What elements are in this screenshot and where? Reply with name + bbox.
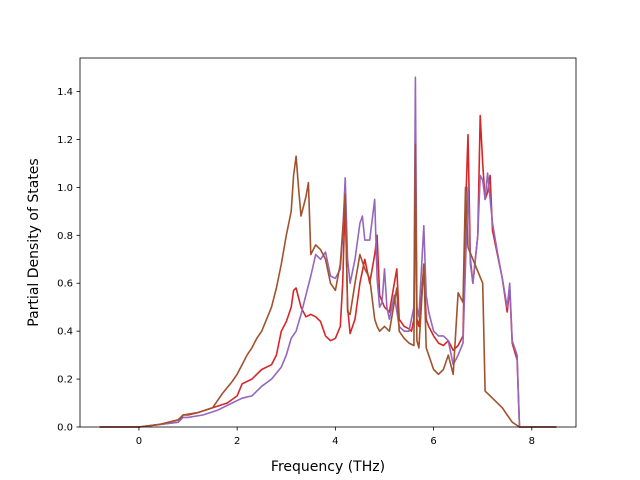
y-tick-label: 1.2 bbox=[57, 135, 73, 146]
x-tick-label: 8 bbox=[529, 436, 535, 447]
y-tick-label: 0.2 bbox=[57, 375, 73, 386]
y-ticks: 0.0 0.2 0.4 0.6 0.8 1.0 1.2 1.4 bbox=[57, 87, 80, 434]
x-tick-label: 4 bbox=[332, 436, 338, 447]
y-tick-label: 1.0 bbox=[57, 183, 73, 194]
y-tick-label: 0.4 bbox=[57, 327, 73, 338]
plot-frame bbox=[79, 57, 577, 428]
x-tick-label: 0 bbox=[136, 436, 142, 447]
series-line-3 bbox=[99, 143, 557, 428]
series-layer bbox=[99, 76, 557, 428]
series-line-1 bbox=[99, 114, 557, 428]
x-tick-label: 2 bbox=[234, 436, 240, 447]
y-tick-label: 0.6 bbox=[57, 279, 73, 290]
y-axis-label: Partial Density of States bbox=[26, 158, 42, 326]
y-tick-label: 0.8 bbox=[57, 231, 73, 242]
x-tick-label: 6 bbox=[430, 436, 436, 447]
x-ticks: 0 2 4 6 8 bbox=[136, 427, 535, 447]
y-tick-label: 0.0 bbox=[57, 423, 73, 434]
x-axis-label: Frequency (THz) bbox=[271, 459, 385, 475]
series-line-2 bbox=[99, 76, 557, 428]
y-tick-label: 1.4 bbox=[57, 87, 73, 98]
